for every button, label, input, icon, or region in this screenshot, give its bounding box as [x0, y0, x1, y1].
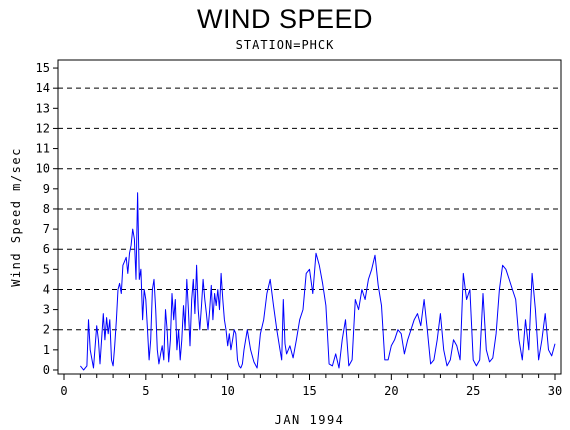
- y-tick-label: 6: [43, 242, 50, 256]
- x-tick-label: 25: [466, 384, 480, 398]
- chart-title: WIND SPEED: [196, 4, 374, 34]
- y-tick-label: 10: [36, 162, 50, 176]
- x-tick-label: 30: [548, 384, 562, 398]
- y-tick-label: 13: [36, 101, 50, 115]
- y-tick-label: 15: [36, 61, 50, 75]
- y-tick-label: 1: [43, 343, 50, 357]
- y-tick-label: 3: [43, 303, 50, 317]
- y-tick-label: 0: [43, 363, 50, 377]
- y-tick-label: 9: [43, 182, 50, 196]
- y-tick-label: 14: [36, 81, 50, 95]
- y-tick-label: 4: [43, 282, 50, 296]
- x-tick-label: 0: [60, 384, 67, 398]
- y-tick-label: 7: [43, 222, 50, 236]
- y-axis-title: Wind Speed m/sec: [9, 147, 23, 287]
- wind-speed-line: [80, 192, 556, 371]
- chart-subtitle: STATION=PHCK: [235, 38, 335, 52]
- x-tick-label: 20: [384, 384, 398, 398]
- x-tick-label: 5: [142, 384, 149, 398]
- x-tick-label: 15: [302, 384, 316, 398]
- reference-lines: [58, 87, 561, 331]
- x-axis-title: JAN 1994: [275, 413, 345, 427]
- y-tick-label: 11: [36, 142, 50, 156]
- y-tick-label: 5: [43, 262, 50, 276]
- y-tick-label: 12: [36, 121, 50, 135]
- plot-frame: [57, 59, 562, 375]
- y-tick-label: 2: [43, 323, 50, 337]
- x-axis-ticks: 0 5 10 15 20 25 30: [60, 374, 562, 398]
- y-tick-label: 8: [43, 202, 50, 216]
- x-tick-label: 10: [220, 384, 234, 398]
